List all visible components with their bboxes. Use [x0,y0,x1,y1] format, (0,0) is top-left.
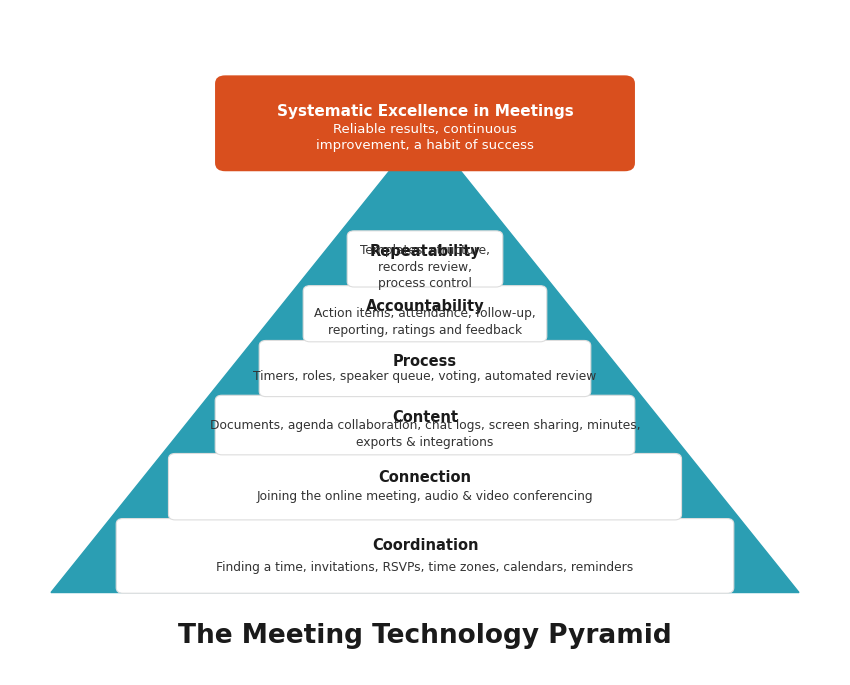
FancyBboxPatch shape [215,395,635,455]
Text: Systematic Excellence in Meetings: Systematic Excellence in Meetings [276,104,574,119]
Text: Templates, structure,
records review,
process control: Templates, structure, records review, pr… [360,244,490,290]
Text: Documents, agenda collaboration, chat logs, screen sharing, minutes,
exports & i: Documents, agenda collaboration, chat lo… [210,419,640,449]
Text: Action items, attendance, follow-up,
reporting, ratings and feedback: Action items, attendance, follow-up, rep… [314,307,536,336]
Text: Repeatability: Repeatability [370,244,480,259]
FancyBboxPatch shape [168,453,682,520]
FancyBboxPatch shape [347,231,503,287]
Text: Process: Process [393,353,457,369]
Text: The Meeting Technology Pyramid: The Meeting Technology Pyramid [178,623,672,649]
FancyBboxPatch shape [259,340,591,397]
Text: Content: Content [392,410,458,425]
Text: Timers, roles, speaker queue, voting, automated review: Timers, roles, speaker queue, voting, au… [253,370,597,383]
Polygon shape [51,127,799,593]
Text: Accountability: Accountability [366,299,484,314]
Text: Joining the online meeting, audio & video conferencing: Joining the online meeting, audio & vide… [257,490,593,503]
Text: Coordination: Coordination [371,538,479,553]
Text: Reliable results, continuous
improvement, a habit of success: Reliable results, continuous improvement… [316,123,534,152]
Text: Connection: Connection [378,471,472,485]
FancyBboxPatch shape [303,286,547,342]
FancyBboxPatch shape [116,519,734,593]
FancyBboxPatch shape [215,75,635,171]
Text: Finding a time, invitations, RSVPs, time zones, calendars, reminders: Finding a time, invitations, RSVPs, time… [217,561,633,574]
